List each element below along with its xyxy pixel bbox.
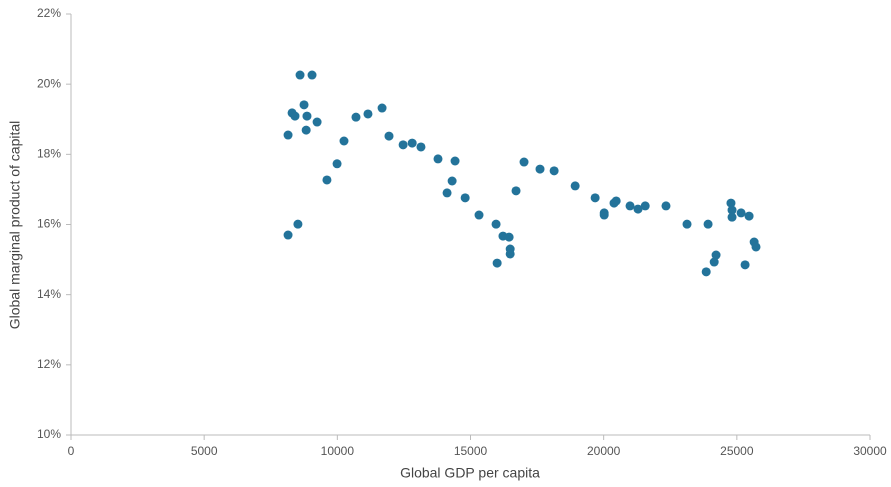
point — [599, 210, 609, 220]
point — [293, 219, 303, 229]
point — [740, 260, 750, 270]
point — [474, 210, 484, 220]
x-tick-label: 5000 — [191, 444, 218, 458]
point — [703, 219, 713, 229]
point — [519, 157, 529, 167]
point — [640, 201, 650, 211]
x-axis-title: Global GDP per capita — [400, 465, 540, 481]
point — [511, 186, 521, 196]
point — [590, 193, 600, 203]
y-tick-label: 12% — [37, 357, 61, 371]
point — [384, 131, 394, 141]
point — [505, 249, 515, 259]
point — [290, 111, 300, 121]
point — [407, 138, 417, 148]
point — [726, 198, 736, 208]
x-tick-label: 10000 — [321, 444, 355, 458]
point — [450, 156, 460, 166]
point — [491, 219, 501, 229]
point — [322, 175, 332, 185]
point — [301, 125, 311, 135]
point — [633, 204, 643, 214]
x-tick-label: 0 — [68, 444, 75, 458]
point — [447, 176, 457, 186]
point — [283, 230, 293, 240]
point — [307, 70, 317, 80]
point — [398, 140, 408, 150]
point — [299, 100, 309, 110]
point — [433, 154, 443, 164]
point — [504, 232, 514, 242]
point — [611, 196, 621, 206]
point — [312, 117, 322, 127]
point — [682, 219, 692, 229]
point — [302, 111, 312, 121]
point — [492, 258, 502, 268]
point — [711, 250, 721, 260]
point — [442, 188, 452, 198]
point — [751, 242, 761, 252]
point — [416, 142, 426, 152]
point — [363, 109, 373, 119]
point — [339, 136, 349, 146]
point — [283, 130, 293, 140]
point — [570, 181, 580, 191]
point — [535, 164, 545, 174]
point — [332, 159, 342, 169]
y-tick-label: 22% — [37, 6, 61, 20]
y-tick-label: 20% — [37, 76, 61, 90]
x-tick-label: 30000 — [853, 444, 887, 458]
y-axis-title: Global marginal product of capital — [7, 121, 23, 330]
y-tick-label: 18% — [37, 147, 61, 161]
point — [351, 112, 361, 122]
point — [727, 212, 737, 222]
x-tick-label: 25000 — [720, 444, 754, 458]
point — [549, 166, 559, 176]
point — [744, 211, 754, 221]
y-tick-label: 16% — [37, 217, 61, 231]
point — [727, 205, 737, 215]
point — [625, 201, 635, 211]
point — [460, 193, 470, 203]
point — [709, 257, 719, 267]
x-tick-label: 15000 — [454, 444, 488, 458]
point — [736, 208, 746, 218]
y-tick-label: 10% — [37, 427, 61, 441]
point — [295, 70, 305, 80]
point — [377, 103, 387, 113]
y-tick-label: 14% — [37, 287, 61, 301]
x-tick-label: 20000 — [587, 444, 621, 458]
point — [701, 267, 711, 277]
point — [661, 201, 671, 211]
